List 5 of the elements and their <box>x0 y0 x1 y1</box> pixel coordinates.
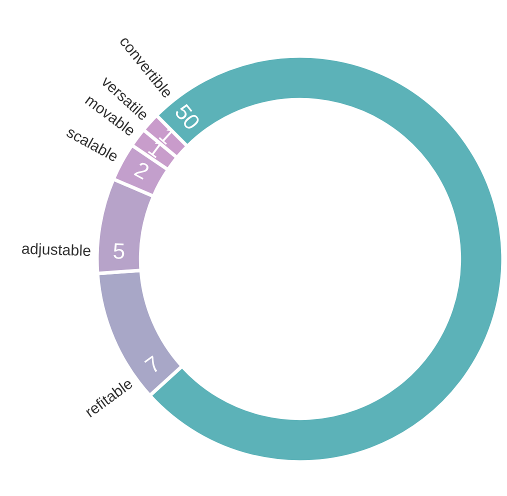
data-label: 7 <box>144 356 162 374</box>
data-label: 50 <box>174 103 201 131</box>
data-label: 2 <box>134 161 150 180</box>
slice-label: adjustable <box>22 242 91 260</box>
data-label: 5 <box>113 243 124 260</box>
